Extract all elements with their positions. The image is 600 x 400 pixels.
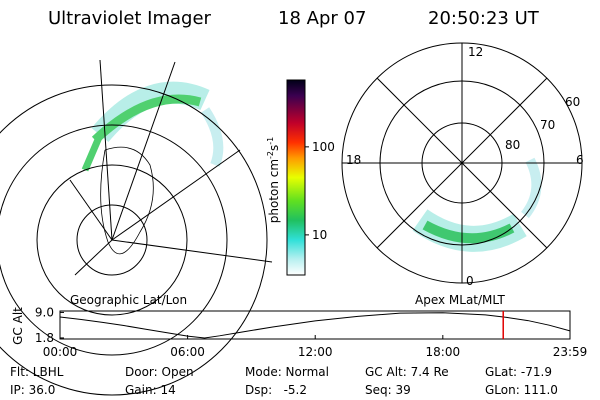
y-tick-label: 1.8 (35, 331, 54, 345)
x-tick-label: 00:00 (43, 345, 78, 359)
label-sup: -1 (266, 137, 275, 145)
footer: Flt: LBHL Door: Open Mode: Normal GC Alt: 7… (10, 365, 558, 397)
colorbar-label: photon cm-2s-1 (266, 137, 281, 224)
x-tick-label: 12:00 (298, 345, 333, 359)
altitude-frame (59, 310, 571, 340)
status-field: GLon: 111.0 (485, 383, 558, 397)
altitude-plot: 9.0 1.800:00 06:00 12:00 18:00 23:59 (35, 305, 587, 359)
mlat-label: 70 (540, 118, 555, 132)
title: Ultraviolet Imager (48, 8, 212, 29)
mlt-label: 0 (466, 274, 474, 288)
y-tick-label: 9.0 (35, 305, 54, 319)
colorbar-ticks: 100 10 (305, 140, 335, 242)
mlt-label: 12 (468, 45, 483, 59)
panel-label: Geographic Lat/Lon (70, 293, 187, 307)
mlat-label: 60 (565, 95, 580, 109)
status-field: Mode: Normal (245, 365, 329, 379)
polar-image: 12 18 6 0 60 70 80 (341, 42, 584, 288)
label-part: photon cm (267, 159, 281, 223)
colorbar (286, 79, 306, 276)
mlt-label: 18 (346, 153, 361, 167)
x-tick-label: 23:59 (553, 345, 588, 359)
status-field: Dsp: -5.2 (245, 383, 307, 397)
status-field: Door: Open (125, 365, 194, 379)
date: 18 Apr 07 (278, 8, 366, 29)
status-field: Gain: 14 (125, 383, 176, 397)
status-field: GC Alt: 7.4 Re (365, 365, 449, 379)
colorbar-tick-label: 100 (312, 140, 335, 154)
time: 20:50:23 UT (428, 8, 540, 29)
x-tick-label: 06:00 (170, 345, 205, 359)
x-tick-label: 18:00 (426, 345, 461, 359)
altitude-line (59, 312, 571, 339)
status-field: IP: 36.0 (10, 383, 55, 397)
colorbar-tick-label: 10 (312, 228, 327, 242)
status-field: Flt: LBHL (10, 365, 64, 379)
label-sup: -2 (266, 151, 275, 159)
status-field: Seq: 39 (365, 383, 411, 397)
mlat-label: 80 (505, 138, 520, 152)
panel-label: Apex MLat/MLT (415, 293, 505, 307)
y-axis-label: GC Alt (11, 307, 25, 345)
mlt-label: 6 (576, 153, 584, 167)
label-part: s (267, 145, 281, 151)
geographic-image (0, 59, 273, 396)
status-field: GLat: -71.9 (485, 365, 552, 379)
